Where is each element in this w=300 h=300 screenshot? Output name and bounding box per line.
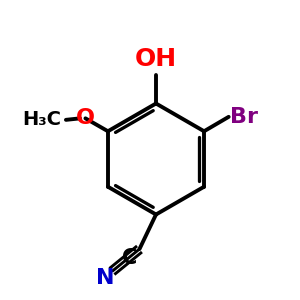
Text: OH: OH: [135, 47, 177, 71]
Text: Br: Br: [230, 107, 258, 127]
Text: H₃C: H₃C: [22, 110, 62, 129]
Text: N: N: [96, 268, 115, 288]
Text: O: O: [76, 108, 95, 128]
Text: C: C: [122, 248, 137, 268]
